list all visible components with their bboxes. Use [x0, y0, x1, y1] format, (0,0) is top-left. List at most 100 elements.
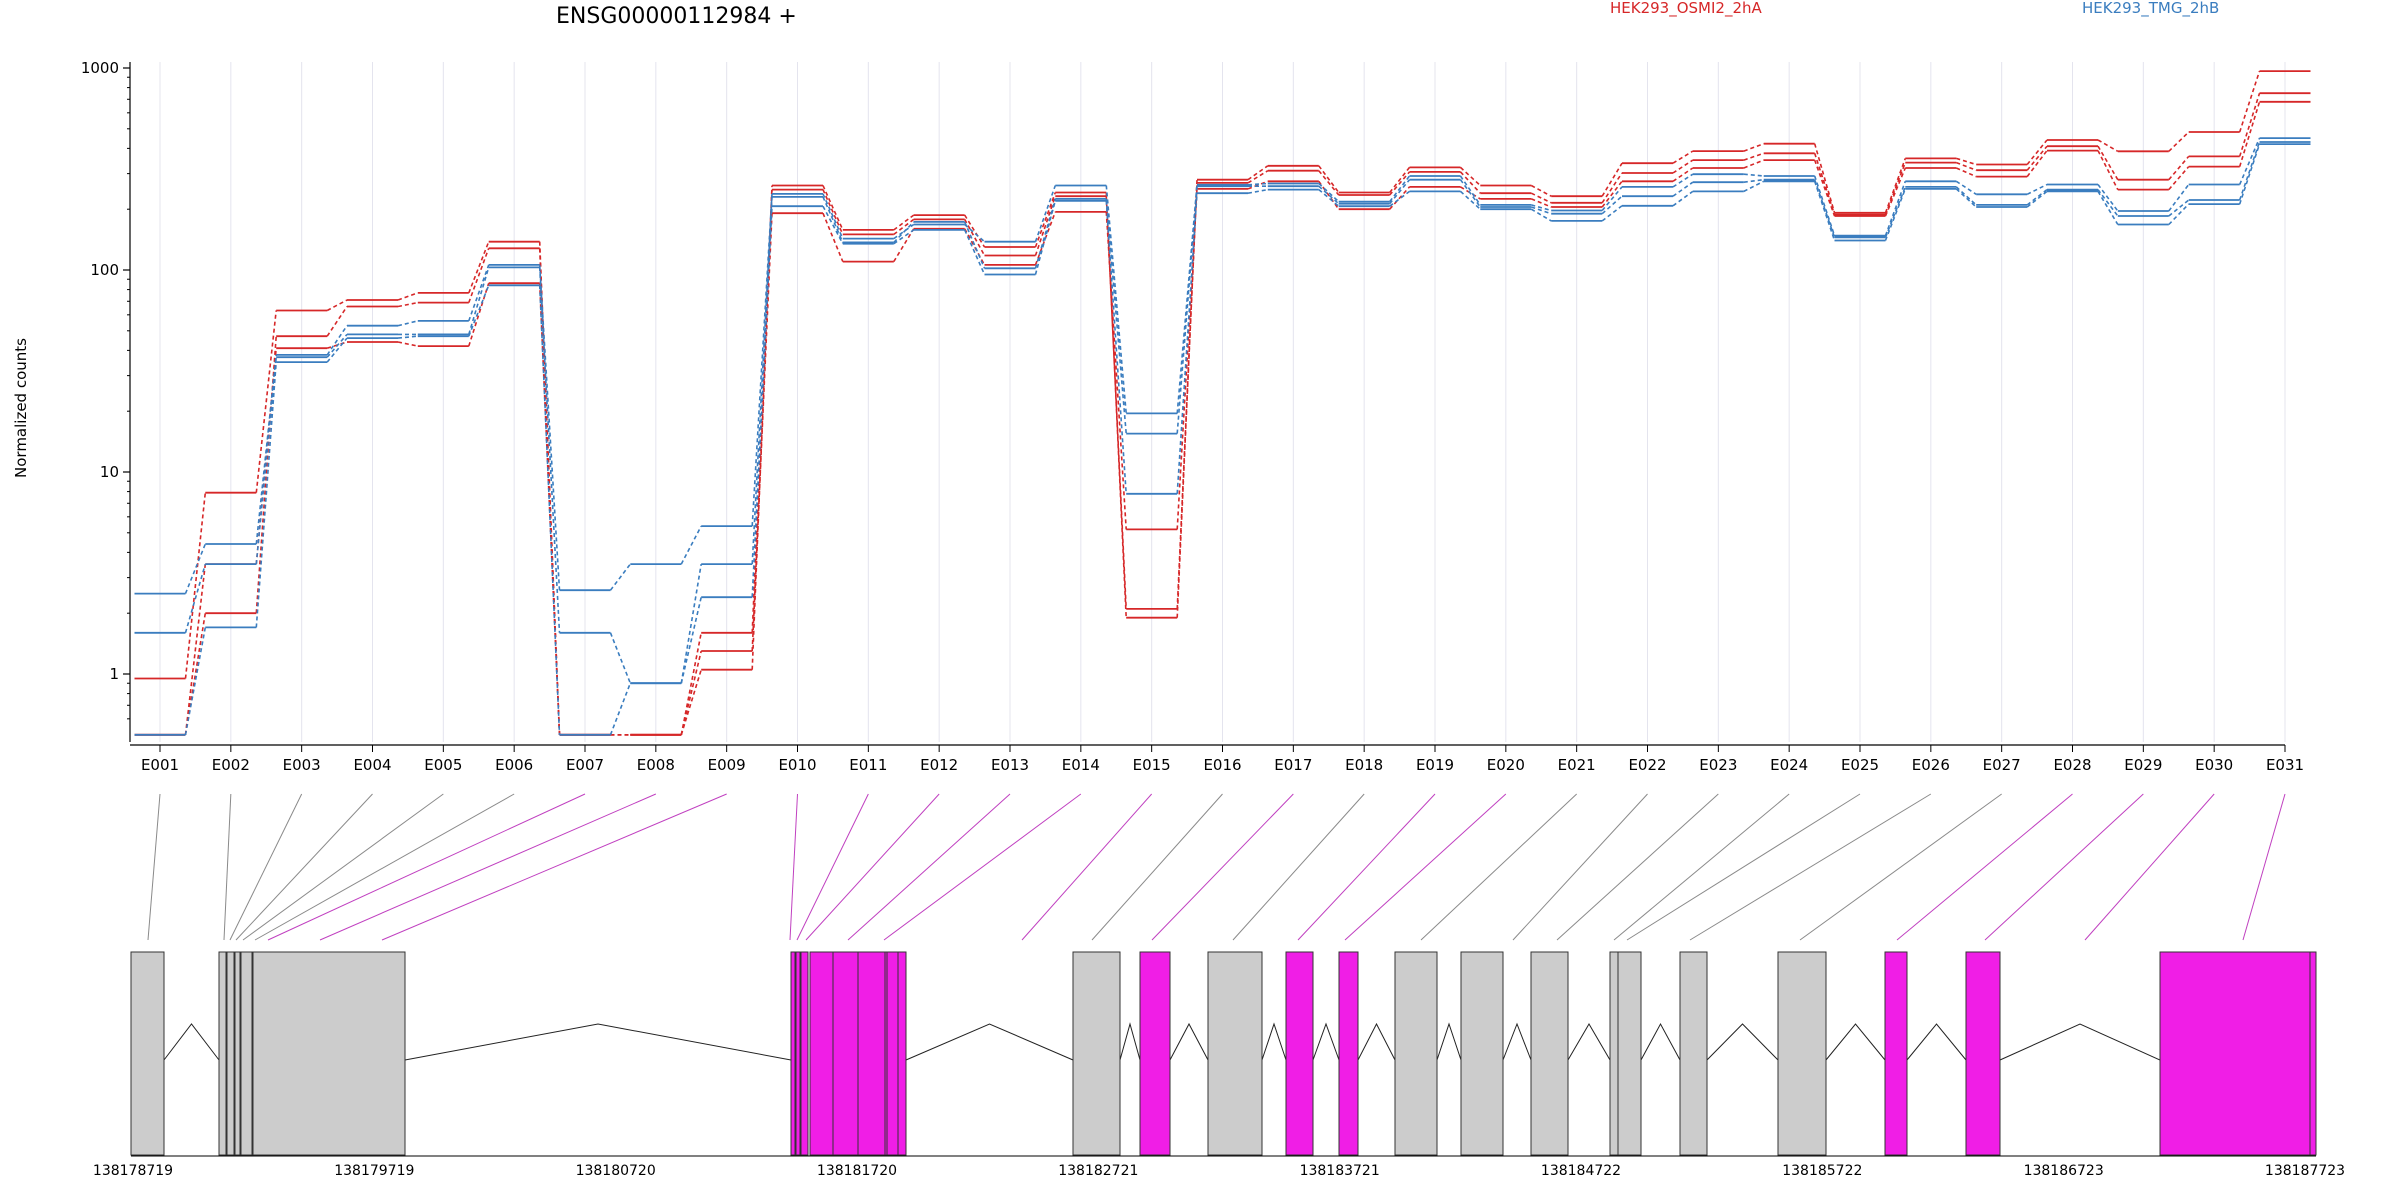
intron-line — [1312, 1022, 1340, 1061]
exon-connector — [147, 793, 161, 941]
intron-line — [1825, 1023, 1886, 1061]
x-tick-label: E010 — [778, 756, 816, 774]
x-tick-label: E021 — [1558, 756, 1596, 774]
exon-box — [800, 951, 809, 1156]
x-tick-label: E012 — [920, 756, 958, 774]
exon-connector — [1626, 793, 1861, 941]
exon-box — [1460, 951, 1504, 1156]
exon-box — [809, 951, 834, 1156]
intron-line — [163, 1023, 220, 1061]
exon-connector — [2242, 793, 2286, 941]
exon-connector — [883, 793, 1082, 941]
x-tick-label: E008 — [637, 756, 675, 774]
exon-connector — [1896, 793, 2073, 941]
exon-connector — [1297, 793, 1436, 941]
x-tick-label: E027 — [1983, 756, 2021, 774]
exon-box — [218, 951, 227, 1156]
genomic-tick-label: 138184722 — [1541, 1163, 1621, 1179]
x-tick-label: E005 — [424, 756, 462, 774]
x-tick-label: E031 — [2266, 756, 2304, 774]
intron-line — [1436, 1022, 1462, 1061]
genomic-tick-label: 138181720 — [817, 1163, 897, 1179]
exon-connector — [796, 793, 869, 941]
exon-connector — [267, 793, 586, 941]
intron-line — [1261, 1022, 1287, 1061]
x-tick-label: E007 — [566, 756, 604, 774]
intron-line — [1906, 1023, 1967, 1061]
x-tick-label: E003 — [283, 756, 321, 774]
x-tick-label: E018 — [1345, 756, 1383, 774]
x-tick-label: E020 — [1487, 756, 1525, 774]
x-tick-label: E015 — [1133, 756, 1171, 774]
exon-connector — [789, 793, 798, 941]
exon-connector — [805, 793, 940, 941]
y-tick-label: 1000 — [81, 59, 119, 77]
x-tick-label: E026 — [1912, 756, 1950, 774]
exon-box — [886, 951, 899, 1156]
x-tick-label: E004 — [353, 756, 391, 774]
intron-line — [1357, 1022, 1396, 1061]
intron-line — [1999, 1023, 2161, 1061]
x-tick-label: E002 — [212, 756, 250, 774]
exon-box — [240, 951, 253, 1156]
genomic-tick-label: 138180720 — [576, 1163, 656, 1179]
series-connector-3 — [184, 137, 2261, 594]
intron-line — [1706, 1023, 1779, 1061]
x-tick-label: E006 — [495, 756, 533, 774]
series-line-5 — [134, 143, 2311, 736]
y-tick-label: 1 — [109, 665, 119, 683]
exon-box — [897, 951, 907, 1156]
legend-label-0: HEK293_OSMI2_2hA — [1610, 0, 1763, 18]
x-tick-label: E001 — [141, 756, 179, 774]
x-tick-label: E011 — [849, 756, 887, 774]
exon-connector — [229, 793, 303, 941]
x-tick-label: E030 — [2195, 756, 2233, 774]
exon-connector — [847, 793, 1011, 941]
exon-connector — [1151, 793, 1294, 941]
exon-box — [1530, 951, 1569, 1156]
x-tick-label: E017 — [1274, 756, 1312, 774]
exon-box — [1338, 951, 1359, 1156]
exon-box — [1139, 951, 1171, 1156]
exon-box — [790, 951, 796, 1156]
exon-box — [1394, 951, 1438, 1156]
y-tick-label: 100 — [90, 261, 119, 279]
exon-box — [1617, 951, 1642, 1156]
exon-box — [1777, 951, 1827, 1156]
x-tick-label: E025 — [1841, 756, 1879, 774]
genomic-tick-label: 138178719 — [93, 1163, 173, 1179]
exon-connector — [2084, 793, 2215, 941]
x-tick-label: E029 — [2124, 756, 2162, 774]
intron-line — [1169, 1022, 1209, 1061]
exon-connector — [254, 793, 515, 941]
exon-connector — [1613, 793, 1790, 941]
x-tick-label: E013 — [991, 756, 1029, 774]
intron-line — [1640, 1022, 1681, 1061]
exon-connector — [235, 793, 373, 941]
exon-connector — [1344, 793, 1507, 941]
x-tick-label: E028 — [2053, 756, 2091, 774]
genomic-tick-label: 138183721 — [1300, 1163, 1380, 1179]
x-tick-label: E016 — [1203, 756, 1241, 774]
exon-box — [857, 951, 886, 1156]
exon-connector — [223, 793, 232, 941]
exon-connector — [1091, 793, 1223, 941]
exon-connector — [1799, 793, 2002, 941]
exon-box — [1285, 951, 1314, 1156]
exon-connector — [1512, 793, 1648, 941]
exon-box — [1679, 951, 1708, 1156]
exon-connector — [242, 793, 444, 941]
exon-box — [1884, 951, 1908, 1156]
series-line-3 — [134, 137, 2311, 595]
exon-connector — [1556, 793, 1719, 941]
exon-box — [1965, 951, 2001, 1156]
genomic-tick-label: 138179719 — [334, 1163, 414, 1179]
exon-box — [2309, 951, 2317, 1156]
genomic-tick-label: 138186723 — [2024, 1163, 2104, 1179]
x-tick-label: E009 — [708, 756, 746, 774]
x-tick-label: E014 — [1062, 756, 1100, 774]
exon-box — [130, 951, 165, 1156]
series-line-4 — [134, 141, 2311, 685]
